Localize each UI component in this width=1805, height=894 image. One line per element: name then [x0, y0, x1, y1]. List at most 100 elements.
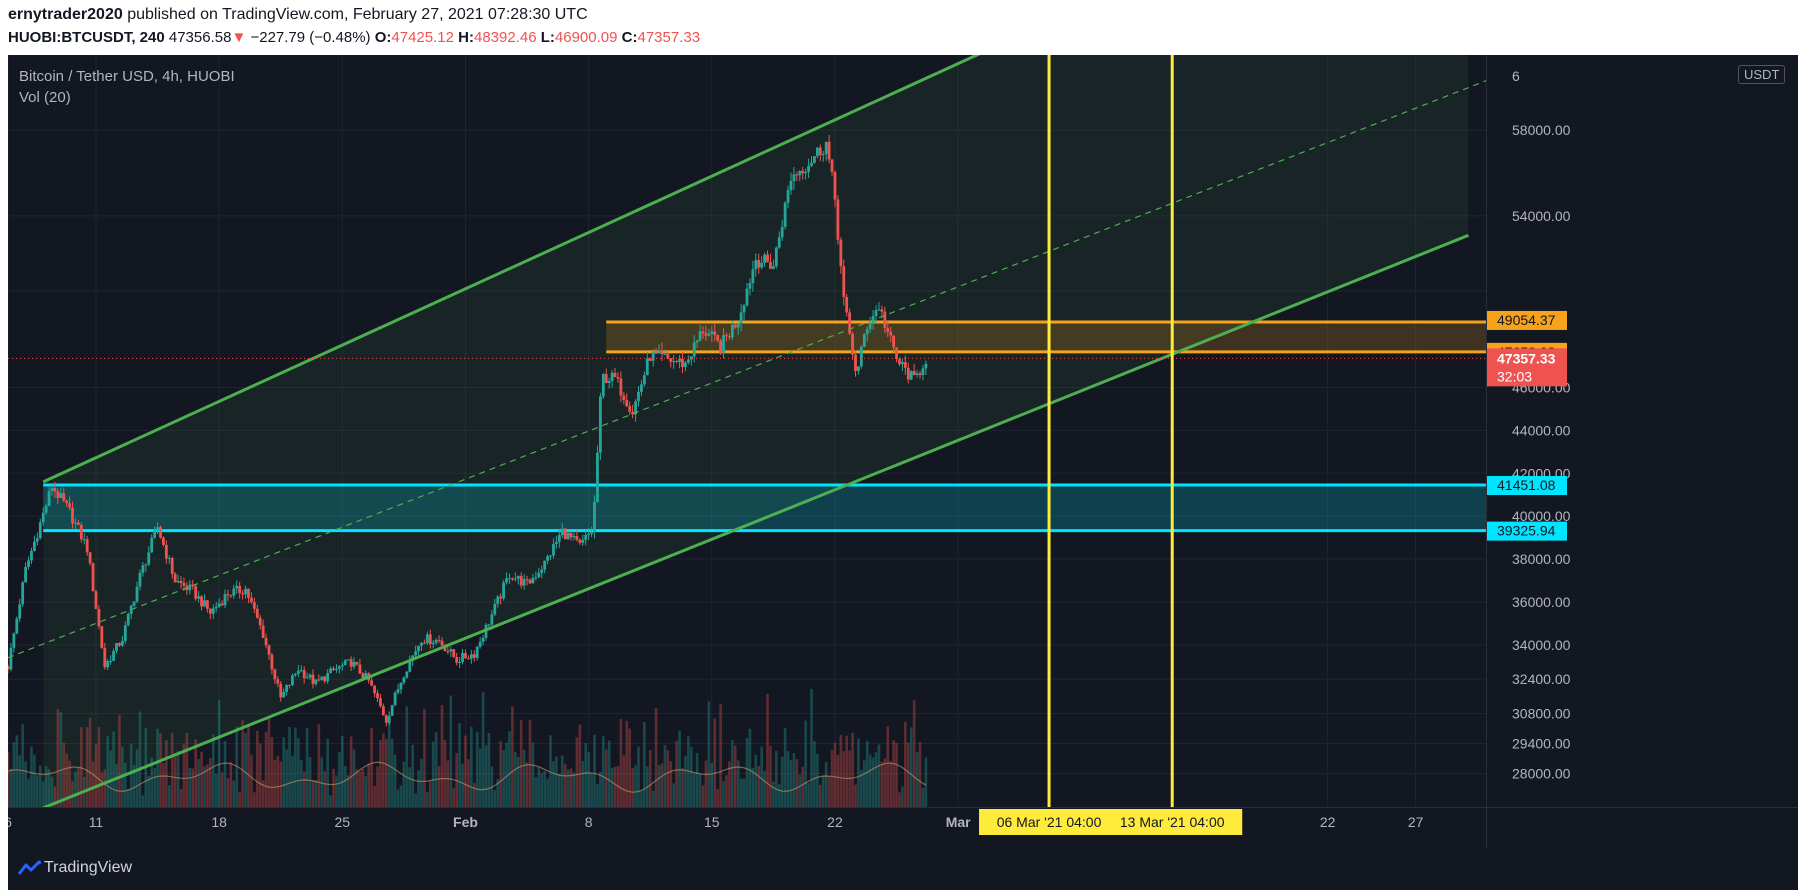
candle-body: [581, 539, 585, 543]
volume-bar: [229, 761, 233, 807]
candle-body: [669, 358, 673, 362]
candle-body: [126, 613, 130, 626]
tradingview-logo-icon[interactable]: [18, 860, 42, 876]
candle-body: [150, 537, 154, 553]
volume-bar: [851, 732, 854, 807]
volume-bar: [886, 726, 890, 807]
volume-bar: [370, 728, 373, 807]
candle-body: [50, 488, 54, 492]
volume-bar: [182, 743, 186, 807]
candle-body: [106, 660, 110, 668]
candle-body: [68, 503, 71, 508]
price-chart[interactable]: 28000.00 29400.00 30800.00 32400.00 34000.00…: [8, 55, 1798, 848]
volume-bar: [845, 735, 849, 807]
volume-bar: [868, 754, 872, 807]
candle-body: [349, 659, 353, 667]
volume-bar: [115, 764, 118, 807]
candle-body: [625, 400, 629, 407]
candle-body: [798, 170, 802, 176]
volume-bar: [18, 755, 22, 807]
candle-body: [730, 324, 734, 338]
candle-body: [815, 147, 819, 157]
volume-bar: [640, 790, 643, 807]
candle-body: [531, 577, 535, 584]
volume-bar: [194, 739, 197, 807]
time-marker-badge: [1102, 809, 1243, 835]
volume-bar: [819, 784, 822, 807]
candle-body: [546, 556, 549, 561]
volume-bar: [141, 795, 145, 807]
volume-bar: [188, 767, 192, 807]
volume-bar: [100, 772, 104, 807]
volume-bar: [291, 755, 294, 807]
candle-body: [176, 581, 180, 583]
volume-bar: [191, 768, 195, 807]
candle-body: [824, 141, 828, 155]
legend-volume[interactable]: Vol (20): [19, 89, 71, 106]
volume-bar: [912, 700, 916, 807]
candle-body: [818, 147, 822, 156]
volume-bar: [666, 750, 670, 807]
volume-bar: [94, 744, 98, 807]
volume-bar: [411, 744, 414, 807]
candle-body: [695, 340, 699, 343]
candle-body: [223, 594, 227, 606]
candle-body: [728, 336, 731, 338]
price-tick-label: 28000.00: [1512, 766, 1571, 782]
volume-bar: [552, 761, 555, 807]
volume-bar: [534, 777, 538, 807]
tradingview-brand[interactable]: TradingView: [44, 859, 133, 876]
currency-button[interactable]: USDT: [1738, 65, 1786, 84]
candle-body: [252, 602, 256, 609]
volume-bar: [50, 776, 54, 807]
volume-bar: [138, 711, 142, 807]
author-name[interactable]: ernytrader2020: [8, 6, 123, 23]
candle-body: [651, 351, 655, 361]
candle-body: [85, 539, 89, 553]
candle-body: [593, 502, 596, 533]
candle-body: [745, 288, 749, 306]
last-price: 47356.58: [168, 29, 232, 46]
candle-body: [340, 665, 344, 667]
volume-bar: [109, 750, 112, 807]
candle-body: [692, 342, 696, 357]
ohlc-line: HUOBI:BTCUSDT, 240 47356.58▼ −227.79 (−0…: [8, 29, 700, 46]
price-tick-label: 54000.00: [1512, 208, 1571, 224]
volume-bar: [877, 744, 881, 807]
volume-bar: [261, 780, 265, 807]
candle-body: [296, 670, 300, 674]
volume-bar: [452, 787, 456, 807]
price-tick-label: 38000.00: [1512, 551, 1571, 567]
volume-bar: [437, 766, 441, 807]
candle-body: [115, 643, 118, 651]
legend-title[interactable]: Bitcoin / Tether USD, 4h, HUOBI: [19, 68, 235, 85]
volume-bar: [153, 767, 156, 807]
volume-bar: [531, 742, 535, 807]
candle-body: [214, 606, 218, 609]
candle-body: [496, 596, 500, 604]
volume-bar: [804, 720, 807, 807]
candle-body: [522, 579, 526, 586]
volume-bar: [376, 766, 379, 807]
candle-body: [27, 560, 30, 567]
candle-body: [771, 266, 775, 269]
channel-fill: [43, 55, 1469, 807]
candle-body: [525, 579, 529, 581]
chart-panel[interactable]: 28000.00 29400.00 30800.00 32400.00 34000.00…: [8, 55, 1798, 848]
volume-bar: [810, 689, 813, 807]
volume-bar: [880, 761, 884, 807]
candle-body: [211, 608, 215, 614]
candle-body: [370, 680, 374, 686]
volume-bar: [162, 762, 165, 807]
volume-bar: [549, 735, 552, 807]
candle-body: [449, 649, 453, 652]
candle-body: [220, 603, 224, 606]
candle-body: [156, 527, 159, 531]
candle-body: [660, 350, 664, 355]
candle-body: [578, 539, 582, 543]
low-value: 46900.09: [554, 29, 618, 46]
support-price-badge: [1487, 476, 1567, 496]
volume-bar: [282, 737, 285, 807]
change-arrow: ▼: [231, 29, 247, 46]
candle-body: [9, 647, 13, 670]
